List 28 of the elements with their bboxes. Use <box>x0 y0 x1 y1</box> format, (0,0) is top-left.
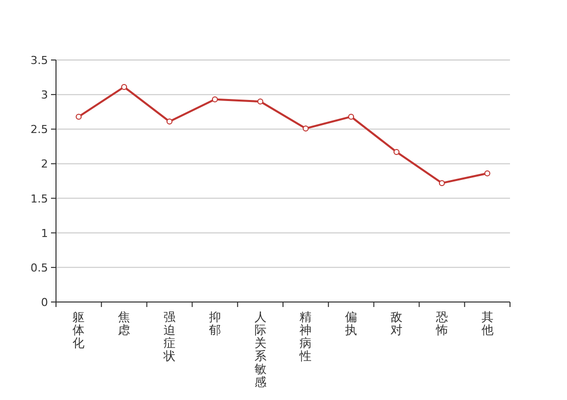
y-tick-label: 1 <box>41 226 48 240</box>
y-tick-label: 2 <box>41 158 48 171</box>
point <box>484 170 490 176</box>
point <box>76 114 82 120</box>
point <box>394 148 400 155</box>
point <box>302 125 309 132</box>
point <box>348 114 354 120</box>
x-tick-label: 强迫症状 <box>162 310 176 363</box>
y-tick-label: 2.5 <box>30 123 48 136</box>
x-tick-label: 躯体化 <box>72 310 85 350</box>
y-tick-label: 1.5 <box>30 192 48 206</box>
point <box>257 98 264 104</box>
point <box>121 84 128 90</box>
y-tick-label: 0 <box>41 296 48 309</box>
x-tick-label: 人际关系敏感 <box>254 310 266 389</box>
x-tick-label: 精神病性 <box>298 310 312 363</box>
y-tick-label: 0.5 <box>30 261 48 274</box>
point <box>166 118 172 125</box>
y-tick-label: 3.5 <box>30 54 48 67</box>
x-tick-label: 偏执 <box>345 310 358 337</box>
x-tick-label: 敌对 <box>390 310 402 337</box>
x-tick-label: 其他 <box>481 310 494 337</box>
y-tick-label: 3 <box>41 88 48 102</box>
x-tick-label: 恐怖 <box>434 310 448 337</box>
point <box>438 180 445 186</box>
x-tick-label: 抑郁 <box>208 310 221 337</box>
x-tick-label: 焦虑 <box>118 310 130 337</box>
point <box>212 96 218 102</box>
